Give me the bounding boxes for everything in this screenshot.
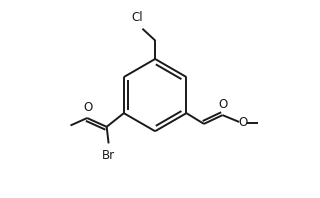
Text: O: O: [239, 116, 248, 129]
Text: Cl: Cl: [132, 11, 143, 24]
Text: Br: Br: [102, 149, 115, 162]
Text: O: O: [219, 98, 228, 111]
Text: O: O: [84, 101, 93, 114]
